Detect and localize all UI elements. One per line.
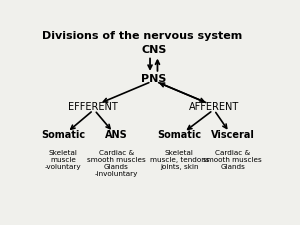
Text: Somatic: Somatic [157,130,201,140]
FancyArrowPatch shape [216,112,227,128]
FancyArrowPatch shape [148,58,152,69]
Text: CNS: CNS [141,45,167,55]
FancyArrowPatch shape [71,112,91,129]
Text: PNS: PNS [141,74,167,84]
Text: EFFERENT: EFFERENT [68,102,118,112]
Text: Skeletal
muscle, tendons
joints, skin: Skeletal muscle, tendons joints, skin [150,150,209,170]
FancyArrowPatch shape [159,83,204,102]
Text: Visceral: Visceral [211,130,255,140]
Text: AFFERENT: AFFERENT [189,102,239,112]
Text: Divisions of the nervous system: Divisions of the nervous system [42,31,242,41]
Text: ANS: ANS [105,130,128,140]
Text: Cardiac &
smooth muscles
Glands: Cardiac & smooth muscles Glands [203,150,262,170]
FancyArrowPatch shape [155,60,159,71]
FancyArrowPatch shape [96,112,110,129]
FancyArrowPatch shape [103,83,149,102]
Text: Cardiac &
smooth muscles
Glands
-involuntary: Cardiac & smooth muscles Glands -involun… [87,150,146,177]
FancyArrowPatch shape [160,83,206,103]
Text: Somatic: Somatic [41,130,85,140]
FancyArrowPatch shape [188,112,211,129]
Text: Skeletal
muscle
-voluntary: Skeletal muscle -voluntary [45,150,81,170]
